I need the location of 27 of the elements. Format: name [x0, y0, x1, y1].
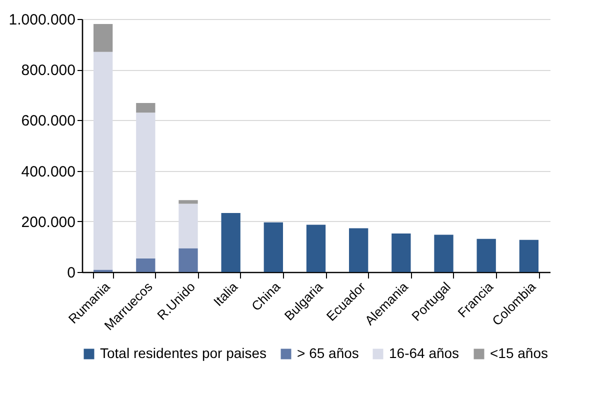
- bar: [178, 204, 198, 248]
- bar: [136, 102, 156, 113]
- y-tick-label: 600.000: [21, 112, 76, 130]
- bar: [264, 222, 283, 272]
- bar: [306, 224, 326, 272]
- bar: [434, 234, 454, 272]
- y-tick-label: 200.000: [21, 214, 76, 231]
- legend-label: > 65 años: [297, 345, 359, 361]
- x-tick-label: Italia: [210, 278, 242, 310]
- bar: [476, 238, 496, 272]
- bar: [221, 213, 240, 272]
- legend-label: 16-64 años: [389, 345, 460, 361]
- bar: [349, 228, 368, 272]
- y-tick-label: 1.000.000: [8, 12, 76, 28]
- bar: [178, 200, 198, 204]
- bar: [94, 52, 113, 270]
- legend-label: Total residentes por paises: [100, 345, 267, 361]
- bar: [94, 24, 113, 52]
- bar: [519, 240, 538, 272]
- legend-label: <15 años: [490, 345, 548, 361]
- y-tick-label: 800.000: [21, 62, 76, 80]
- bar: [392, 234, 411, 272]
- y-tick-label: 400.000: [21, 163, 76, 180]
- bar: [136, 112, 156, 258]
- bar: [178, 248, 198, 272]
- y-tick-label: 0: [67, 264, 76, 282]
- bar: [136, 258, 156, 272]
